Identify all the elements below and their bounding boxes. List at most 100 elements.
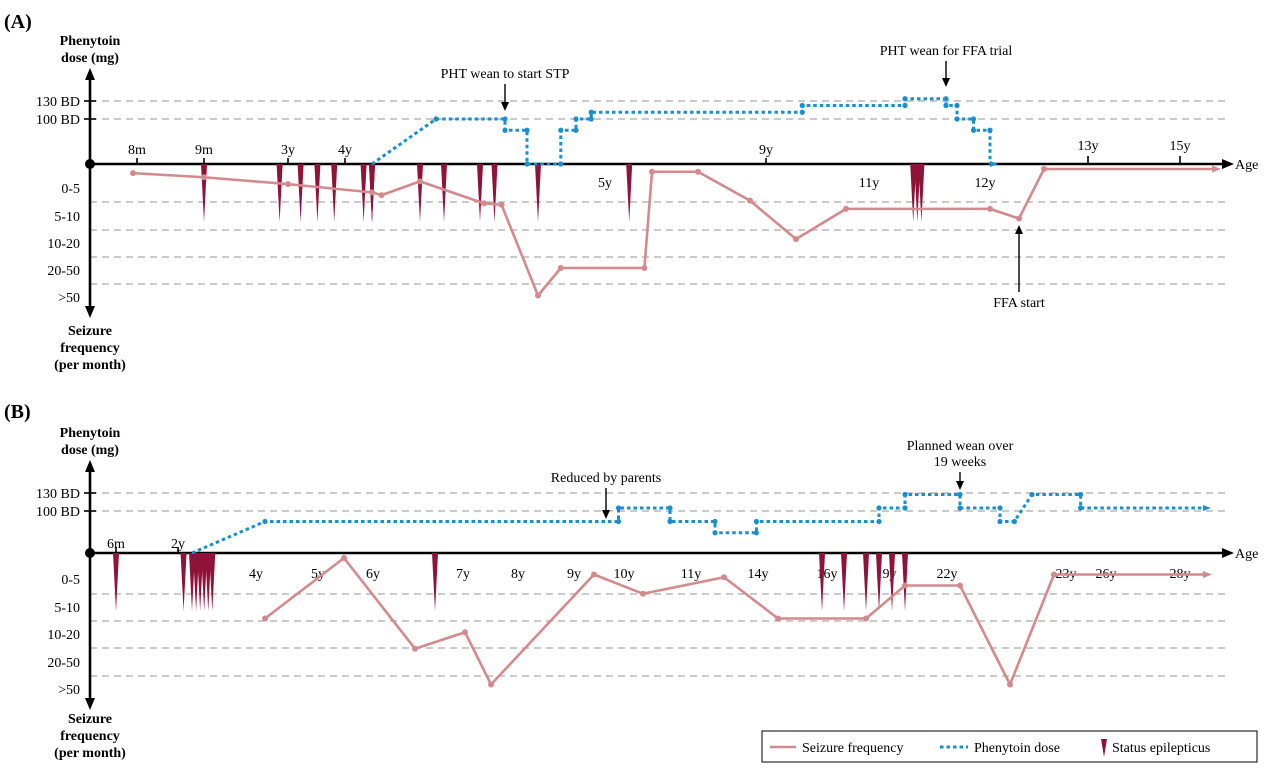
panel-b-seizure-point (1007, 681, 1013, 688)
panel-a-status-epilepticus-mark (626, 164, 633, 222)
panel-b-freq-tick-2: 10-20 (47, 628, 80, 643)
panel-b-dose-point (1029, 491, 1035, 498)
panel-a-status-epilepticus-mark (441, 164, 447, 222)
panel-b-y-arrow-down (85, 698, 95, 710)
panel-a-dose-point (970, 127, 977, 133)
panel-a-dose-point (943, 96, 949, 102)
panel-b-dose-point (753, 518, 760, 525)
panel-b-dose-arrowhead (1203, 505, 1211, 511)
panel-a-freq-tick-1: 5-10 (54, 210, 80, 225)
panel-a-origin (85, 159, 95, 169)
panel-a-dose-point (954, 102, 960, 109)
panel-a-annotation-ffa-trial: PHT wean for FFA trial (880, 44, 1013, 59)
panel-b-dose-line (191, 493, 1203, 555)
panel-b: (B) Phenytoin dose (mg) Seizure frequenc… (4, 401, 1258, 761)
panel-a-dose-point (943, 102, 949, 109)
panel-a-x-arrow (1222, 159, 1234, 169)
panel-b-dose-point (712, 518, 718, 525)
panel-a-annotation-stp-arrowhead (501, 102, 509, 111)
panel-b-age-tick: 4y (249, 567, 263, 582)
panel-b-freq-label-line3: (per month) (54, 746, 126, 761)
panel-b-seizure-point (412, 645, 418, 652)
panel-a-seizure-point (747, 197, 753, 204)
panel-a-dose-point (558, 127, 564, 133)
panel-b-seizure-point (775, 615, 781, 622)
panel-b-freq-tick-1: 5-10 (54, 601, 80, 616)
panel-b-freq-label-line1: Seizure (68, 712, 112, 727)
panel-a-seizure-point (535, 292, 541, 299)
panel-a-dose-point (799, 109, 805, 115)
panel-a-dose-point (573, 116, 579, 122)
panel-a-dose-point (902, 102, 908, 109)
panel-a-age-tick: 12y (975, 176, 996, 191)
panel-a: (A) Phenytoin dose (mg) Seizure frequenc… (4, 11, 1258, 373)
panel-b-status-epilepticus-mark (113, 553, 119, 611)
panel-b-dose-label-line1: Phenytoin (60, 426, 121, 441)
panel-b-age-tick: 6m (107, 537, 125, 552)
panel-b-seizure-point (902, 582, 908, 589)
panel-b-seizure-point (863, 615, 869, 622)
panel-a-seizure-point (557, 265, 564, 271)
panel-b-seizure-point (640, 590, 646, 597)
panel-b-dose-tick-130: 130 BD (36, 487, 80, 502)
panel-b-label: (B) (4, 401, 31, 423)
panel-a-dose-point (902, 96, 908, 102)
panel-b-dose-point (1078, 505, 1084, 511)
panel-a-seizure-point (793, 236, 799, 243)
panel-a-status-epilepticus-mark (360, 164, 367, 222)
panel-b-dose-point (957, 505, 963, 511)
panel-b-seizure-point (1051, 571, 1057, 578)
panel-a-y-arrow-down (85, 306, 95, 318)
panel-b-dose-label-line2: dose (mg) (61, 443, 119, 458)
panel-a-status-epilepticus-mark (918, 164, 925, 222)
panel-b-seizure-layer (262, 555, 1212, 688)
panel-a-status-epilepticus-mark (314, 164, 321, 222)
panel-b-age-tick: 16y (817, 567, 838, 582)
panel-a-dose-tick-130: 130 BD (36, 95, 80, 110)
panel-b-dose-point (1078, 491, 1084, 498)
panel-b-seizure-point (957, 582, 963, 589)
panel-b-status-epilepticus-mark (197, 553, 204, 611)
panel-b-status-epilepticus-mark (432, 553, 438, 611)
panel-a-dose-point (588, 109, 594, 115)
panel-a-status-epilepticus-mark (331, 164, 338, 222)
panel-b-age-tick: 11y (681, 567, 701, 582)
panel-b-age-tick: 14y (748, 567, 769, 582)
panel-b-dose-point (997, 505, 1003, 511)
panel-a-age-tick: 9m (195, 143, 213, 158)
legend-seizure-label: Seizure frequency (802, 741, 903, 756)
panel-a-seizure-point (649, 168, 655, 175)
panel-a-status-epilepticus-mark (417, 164, 423, 222)
panel-a-status-epilepticus-mark (914, 164, 921, 222)
panel-a-status-epilepticus-mark (276, 164, 283, 222)
panel-a-status-epilepticus-mark (491, 164, 498, 222)
panel-a-dose-point (558, 161, 564, 167)
panel-b-status-epilepticus-mark (902, 553, 908, 611)
panel-b-status-epilepticus-mark (189, 553, 195, 611)
panel-b-seizure-point (262, 615, 268, 622)
panel-b-dose-point (997, 518, 1003, 525)
panel-a-dose-arrowhead (990, 161, 998, 167)
panel-a-age-tick: 11y (859, 176, 879, 191)
panel-b-freq-tick-3: 20-50 (47, 656, 80, 671)
panel-b-dose-point (876, 505, 882, 511)
panel-a-seizure-point (130, 170, 136, 177)
panel-a-dose-point (524, 127, 530, 133)
panel-a-seizure-point (641, 265, 648, 271)
panel-a-seizure-point (1041, 166, 1047, 172)
panel-b-origin (85, 548, 95, 558)
panel-a-seizure-point (369, 189, 375, 196)
panel-b-age-tick: 10y (614, 567, 635, 582)
panel-a-label: (A) (4, 11, 32, 33)
panel-b-annotation-wean-line2: 19 weeks (934, 455, 987, 470)
panel-a-annotation-ffa-start-arrowhead (1015, 225, 1023, 234)
panel-a-dose-point (588, 116, 594, 122)
panel-b-seizure-point (721, 574, 727, 581)
panel-a-age-tick: 5y (598, 176, 612, 191)
panel-b-status-epilepticus-layer (113, 553, 908, 611)
panel-b-dose-point (902, 491, 908, 498)
panel-b-age-ticks: 6m 2y 4y 5y 6y 7y 8y 9y 10y 11y 14y 16y … (107, 537, 1190, 582)
panel-a-seizure-line (132, 167, 1212, 297)
legend-box (761, 730, 1258, 763)
